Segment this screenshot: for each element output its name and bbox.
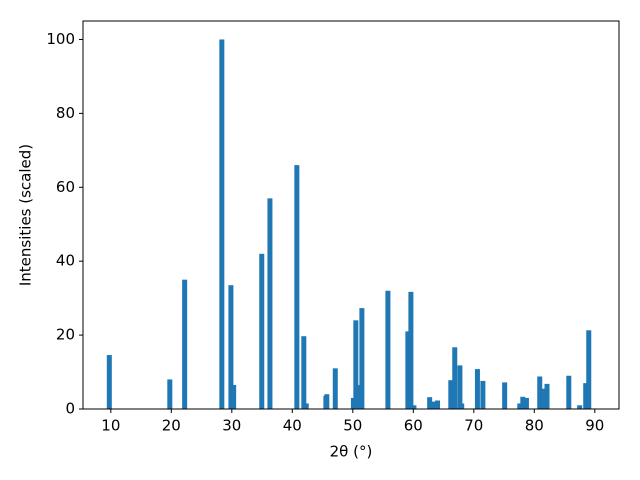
bar <box>427 397 433 409</box>
bar <box>586 330 592 409</box>
x-tick-label: 90 <box>585 417 604 435</box>
y-axis-label: Intensities (scaled) <box>17 144 35 286</box>
y-tick-label: 100 <box>46 30 75 48</box>
bar <box>332 368 338 409</box>
bar <box>231 384 237 409</box>
x-tick-label: 40 <box>283 417 302 435</box>
plot-frame <box>82 20 620 410</box>
y-tick-label: 20 <box>56 326 75 344</box>
bar <box>385 290 391 409</box>
x-tick-label: 30 <box>222 417 241 435</box>
bar <box>480 380 486 409</box>
bar <box>537 376 543 409</box>
bar <box>523 397 529 409</box>
bar <box>430 401 436 409</box>
x-tick-label: 50 <box>343 417 362 435</box>
bar <box>359 308 365 409</box>
bar <box>182 279 188 409</box>
bar <box>577 405 583 409</box>
bar <box>301 336 307 409</box>
bar <box>303 403 309 409</box>
bar <box>459 403 465 409</box>
bar <box>408 291 414 409</box>
bar <box>540 388 546 409</box>
bar <box>448 380 454 409</box>
bar <box>294 165 300 409</box>
bar <box>452 347 458 409</box>
bar <box>167 379 173 409</box>
bar <box>502 382 508 409</box>
bar <box>405 331 411 409</box>
bar <box>583 383 589 409</box>
bar <box>544 383 550 409</box>
bar <box>517 403 523 409</box>
bar <box>106 355 112 409</box>
bar <box>228 285 234 409</box>
bar <box>474 369 480 409</box>
bar <box>353 320 359 409</box>
bar <box>259 253 265 409</box>
x-axis-label: 2θ (°) <box>330 443 373 461</box>
y-tick-label: 80 <box>56 104 75 122</box>
x-tick-label: 70 <box>464 417 483 435</box>
bar <box>267 198 273 409</box>
bar <box>435 400 441 409</box>
bar <box>411 405 417 409</box>
x-tick-label: 20 <box>162 417 181 435</box>
y-tick-label: 60 <box>56 178 75 196</box>
bar <box>457 365 463 409</box>
y-tick-label: 0 <box>65 400 75 418</box>
bar <box>219 39 225 409</box>
x-tick-label: 60 <box>404 417 423 435</box>
y-tick-label: 40 <box>56 252 75 270</box>
bar <box>566 375 572 409</box>
bar <box>520 396 526 409</box>
bar <box>356 384 362 409</box>
bar <box>324 394 330 409</box>
x-tick-label: 80 <box>525 417 544 435</box>
x-tick-label: 10 <box>101 417 120 435</box>
